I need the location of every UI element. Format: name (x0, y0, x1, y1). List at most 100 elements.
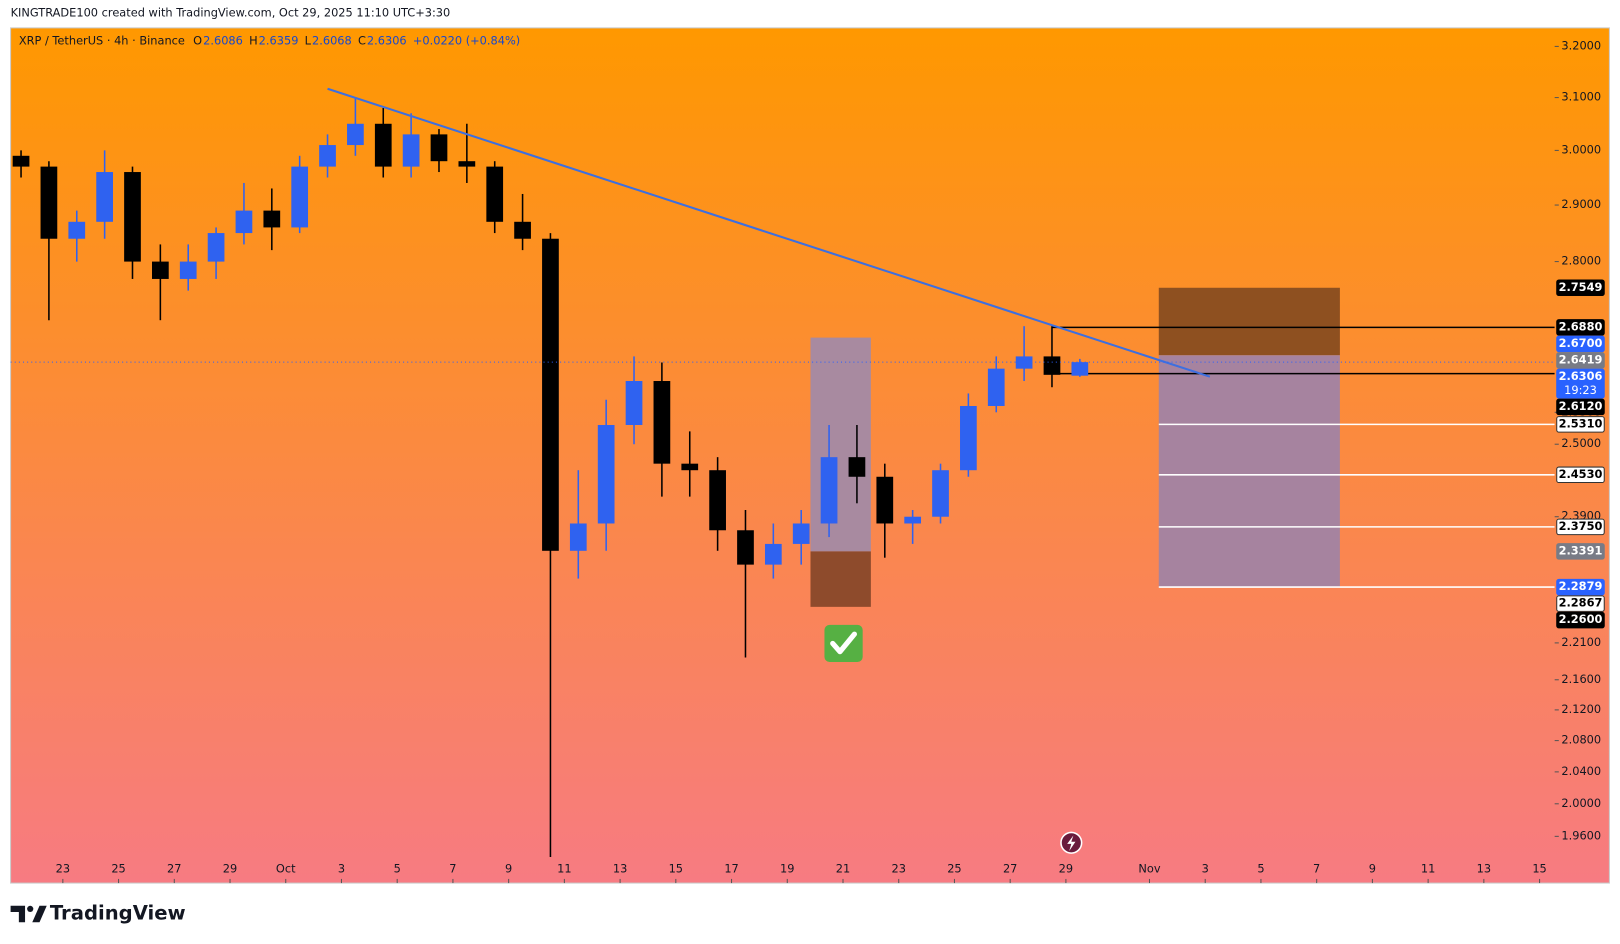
price-label: 2.6880 (1559, 319, 1603, 333)
price-label-box (1556, 279, 1605, 297)
candle-body (569, 523, 587, 551)
x-tick-label: 29 (223, 862, 237, 876)
price-label-box (1556, 466, 1605, 484)
candle-body (291, 166, 309, 228)
price-label: 2.2879 (1559, 579, 1603, 593)
x-tick-label: 5 (394, 862, 401, 876)
candle-body (458, 161, 476, 167)
trendline (327, 87, 1211, 378)
candle-body (1071, 362, 1089, 376)
y-tick-label: 2.0800 (1561, 733, 1601, 747)
plot (10, 87, 1555, 858)
price-label: 2.6120 (1559, 399, 1603, 413)
y-tick-label: 2.8000 (1561, 254, 1601, 268)
candle-body (402, 134, 420, 167)
candle-body (625, 381, 643, 425)
price-label: 2.6419 (1559, 352, 1603, 366)
x-tick-label: 27 (1003, 862, 1017, 876)
x-tick-label: 9 (1369, 862, 1376, 876)
brand-name: TradingView (50, 902, 186, 925)
ohlc-value: 2.6306 (367, 33, 407, 47)
candle-body (792, 523, 810, 544)
x-tick-label: 27 (167, 862, 181, 876)
price-label-box (1556, 319, 1605, 336)
candle-body (932, 470, 949, 517)
candle-body (319, 145, 336, 167)
x-tick-label: 9 (505, 862, 512, 876)
x-tick-label: 19 (780, 862, 794, 876)
x-tick-label: 17 (724, 862, 738, 876)
candle-body (848, 457, 866, 477)
x-tick-label: Oct (276, 862, 296, 876)
candle-body (1015, 356, 1033, 369)
y-tick-label: 3.1000 (1561, 90, 1601, 104)
candle-body (179, 261, 197, 279)
y-tick-label: 3.2000 (1561, 38, 1601, 52)
price-label: 2.2867 (1559, 596, 1603, 610)
price-label: 2.7549 (1559, 280, 1603, 294)
candle-body (764, 543, 782, 565)
chart-background (10, 27, 1610, 884)
brand-logo: TradingView (10, 902, 186, 925)
price-label-box (1556, 352, 1605, 369)
y-tick-label: 2.0400 (1561, 764, 1601, 778)
candle-body (820, 457, 838, 524)
candle-body (124, 172, 141, 262)
price-label: 2.2600 (1559, 612, 1603, 626)
ohlc-value: 2.6086 (203, 33, 243, 47)
x-tick-label: 25 (111, 862, 125, 876)
price-label: 2.6700 (1559, 336, 1603, 350)
price-countdown: 19:23 (1564, 383, 1597, 397)
y-tick-label: 2.1600 (1561, 672, 1601, 686)
price-label-box (1556, 543, 1605, 560)
y-tick-label: 2.2100 (1561, 635, 1601, 649)
symbol-title: XRP / TetherUS · 4h · Binance (19, 33, 185, 47)
y-tick-label: 2.0000 (1561, 796, 1601, 810)
price-label-box (1556, 518, 1605, 536)
ohlc-key: C (358, 33, 366, 47)
x-tick-label: 29 (1059, 862, 1073, 876)
candle-body (374, 123, 392, 167)
candle-body (96, 172, 113, 222)
price-label-box (1556, 611, 1605, 629)
x-tick-label: 25 (947, 862, 961, 876)
price-label-box (1556, 398, 1605, 416)
price-label: 2.5310 (1559, 416, 1603, 430)
position-zone (1158, 355, 1340, 588)
check-icon (824, 624, 863, 663)
y-tick-label: 2.9000 (1561, 197, 1601, 211)
price-label-box (1556, 595, 1605, 612)
candle-body (68, 221, 86, 239)
position-zone (810, 551, 871, 607)
price-label: 2.4530 (1559, 467, 1603, 481)
position-zone (810, 337, 871, 552)
ohlc-key: O (193, 33, 202, 47)
x-tick-label: 23 (891, 862, 905, 876)
x-tick-label: 11 (1421, 862, 1435, 876)
price-label: 2.3750 (1559, 519, 1603, 533)
candle-body (1043, 356, 1061, 375)
candle-body (987, 368, 1005, 406)
legend: XRP / TetherUS · 4h · Binance O 2.6086 H 2.… (19, 33, 520, 47)
position-zone (1158, 287, 1340, 356)
candle-body (12, 155, 30, 167)
x-tick-label: 23 (56, 862, 70, 876)
candle-body (151, 261, 169, 279)
price-label: 2.6306 (1559, 369, 1603, 383)
candle-body (514, 221, 531, 239)
candle-body (960, 405, 977, 471)
x-tick-label: 3 (1202, 862, 1209, 876)
x-tick-label: 15 (1532, 862, 1546, 876)
price-label-box (1556, 578, 1605, 596)
price-label-box (1556, 368, 1605, 399)
candle-body (347, 123, 364, 146)
header: KINGTRADE100 created with TradingView.co… (11, 5, 451, 19)
candle-body (486, 166, 504, 222)
event-icon (1060, 831, 1083, 854)
price-label: 2.3391 (1559, 543, 1603, 557)
candle-body (876, 476, 894, 524)
candle-body (263, 210, 281, 228)
candle-body (709, 470, 726, 531)
change: +0.0220 (+0.84%) (413, 33, 520, 47)
